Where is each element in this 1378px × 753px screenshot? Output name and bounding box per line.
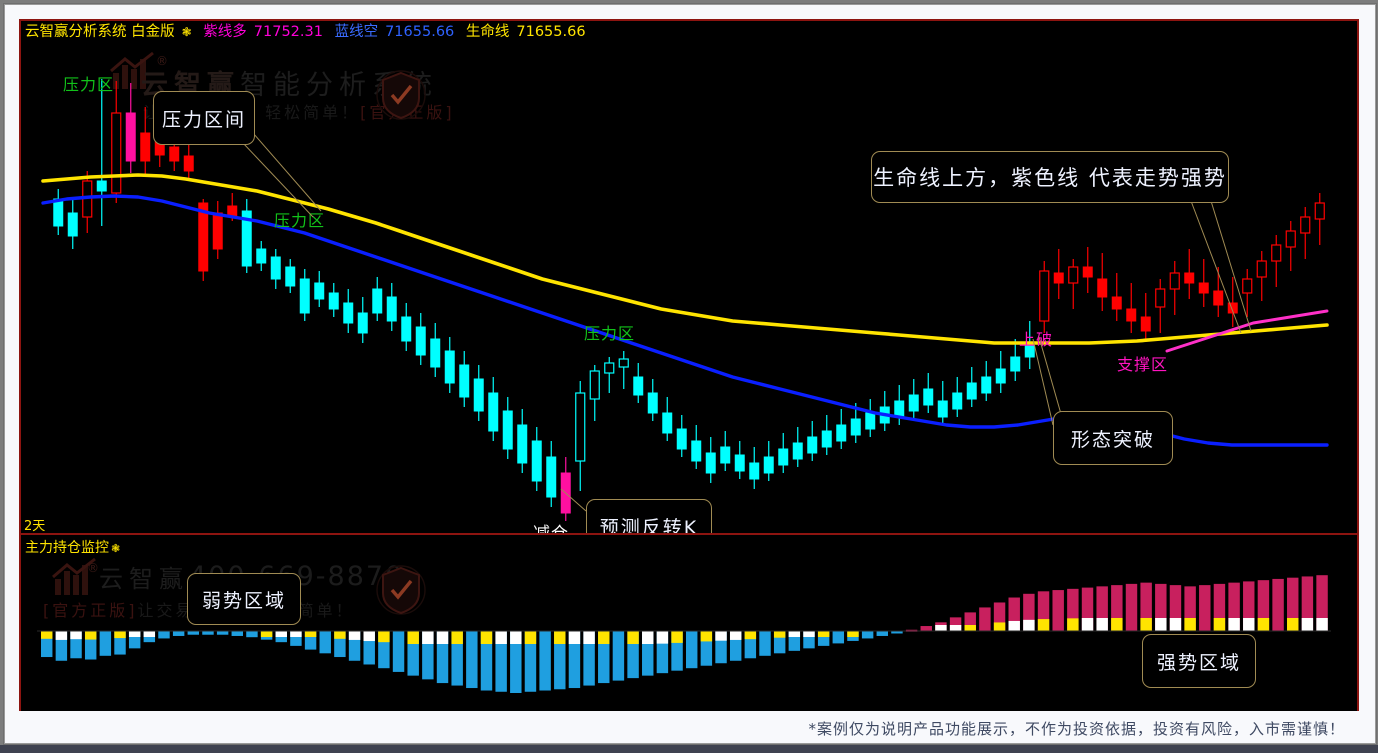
application-window: 云智赢分析系统 白金版 ❃ 紫线多 71752.31 蓝线空 71655.66 生命线… [4,4,1376,744]
callout-pressure-range[interactable]: 压力区间 [153,91,255,145]
label-support-zone: 支撑区 [1117,355,1169,374]
timeframe-label[interactable]: 2天 [24,519,46,533]
callout-strong-zone[interactable]: 强势区域 [1142,634,1256,688]
callout-lifeline-strength[interactable]: 生命线上方，紫色线 代表走势强势 [871,151,1229,203]
label-breakout-up: 上破 [1019,330,1054,349]
volume-panel-title-text: 主力持仓监控 [25,540,109,556]
callout-leader-lines [242,132,1252,512]
life-line-value: 71655.66 [516,24,586,40]
callout-predicted-reversal-k[interactable]: 预测反转K [586,499,712,533]
label-reduce-position: 减仓 [533,519,569,533]
chart-panels: 云智赢分析系统 白金版 ❃ 紫线多 71752.31 蓝线空 71655.66 生命线… [19,19,1359,711]
app-title[interactable]: 云智赢分析系统 白金版 [25,24,175,40]
blue-line-label: 蓝线空 [334,24,379,40]
main-force-position-panel[interactable]: 主力持仓监控❃ ® 云智赢 400-669-8870 [官方正版]让交易更简单 … [21,533,1357,711]
blue-line-value: 71655.66 [385,24,455,40]
chart-header-readout: 云智赢分析系统 白金版 ❃ 紫线多 71752.31 蓝线空 71655.66 生命线… [25,23,593,41]
callout-weak-zone[interactable]: 弱势区域 [187,573,301,625]
volume-panel-title[interactable]: 主力持仓监控 ❃ [25,537,120,557]
candlestick-plot [41,79,1329,521]
label-pressure-zone-3: 压力区 [584,324,636,343]
disclaimer-text: *案例仅为说明产品功能展示，不作为投资依据，投资有风险，入市需谨慎！ [808,719,1345,738]
chevron-down-icon[interactable]: ❃ [111,542,121,555]
chevron-down-icon[interactable]: ❃ [181,25,192,39]
bottom-bar [0,745,1378,753]
volume-bars-plot [37,575,1331,693]
callout-pattern-breakout[interactable]: 形态突破 [1053,411,1173,465]
life-line-label: 生命线 [465,24,510,40]
price-chart-panel[interactable]: 云智赢分析系统 白金版 ❃ 紫线多 71752.31 蓝线空 71655.66 生命线… [21,21,1357,533]
purple-line-label: 紫线多 [203,24,247,40]
label-pressure-zone-1: 压力区 [63,75,115,94]
purple-line-value: 71752.31 [253,24,323,40]
